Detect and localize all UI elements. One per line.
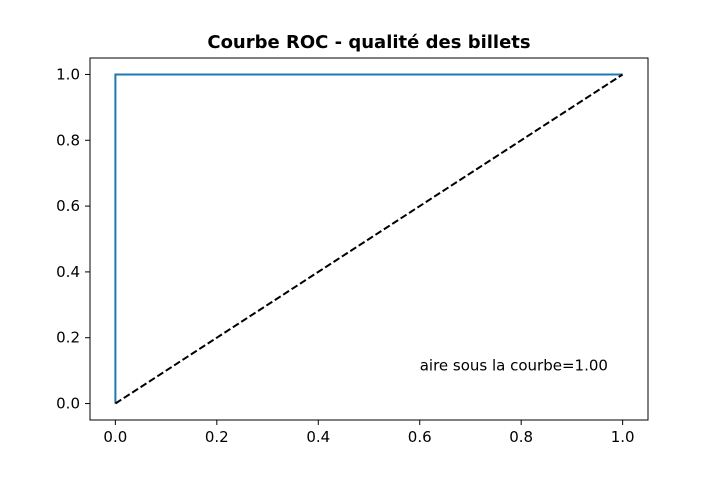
ticks-layer: 0.0 0.2 0.4 0.6 0.8 1.0 0.0 0.2 0.4 0.6 0.8 1.0 — [56, 65, 634, 446]
plot-frame — [89, 57, 649, 421]
auc-annotation: aire sous la courbe=1.00 — [420, 357, 608, 375]
y-tick-label: 0.2 — [56, 329, 80, 347]
x-tick-label: 0.2 — [205, 428, 229, 446]
series-line-roc — [114, 73, 623, 404]
x-tick-label: 0.0 — [103, 428, 127, 446]
x-tick-label: 0.6 — [408, 428, 432, 446]
series-line-chance — [114, 73, 624, 405]
x-tick-label: 1.0 — [611, 428, 635, 446]
series-layer — [114, 73, 624, 405]
y-tick-label: 1.0 — [56, 65, 80, 83]
chart-title: Courbe ROC - qualité des billets — [207, 32, 530, 53]
y-tick-label: 0.0 — [56, 395, 80, 413]
y-tick-label: 0.6 — [56, 197, 80, 215]
y-tick-label: 0.8 — [56, 131, 80, 149]
y-tick-label: 0.4 — [56, 263, 80, 281]
x-tick-label: 0.8 — [509, 428, 533, 446]
x-tick-label: 0.4 — [306, 428, 330, 446]
